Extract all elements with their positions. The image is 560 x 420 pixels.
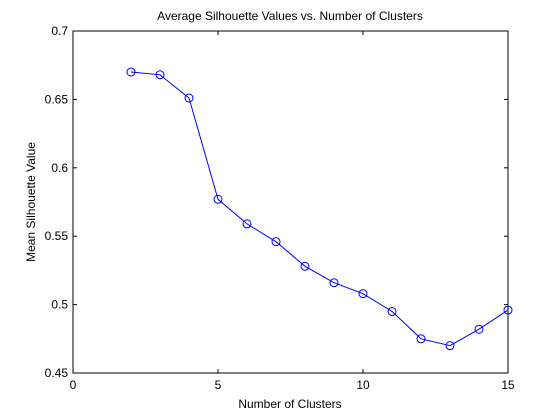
plot-area: [72, 30, 509, 374]
data-point-marker: [126, 67, 136, 77]
data-point-marker: [416, 334, 426, 344]
y-tick-label: 0.7: [51, 24, 68, 38]
data-point-marker: [445, 341, 455, 351]
data-point-marker: [300, 261, 310, 271]
y-tick-label: 0.6: [51, 161, 68, 175]
data-point-marker: [387, 306, 397, 316]
ticks: 0 5 10 15 0.45 0.5 0.55 0.6 0.65 0.7: [45, 24, 515, 392]
data-point-marker: [242, 219, 252, 229]
data-point-marker: [155, 70, 165, 80]
data-point-marker: [358, 289, 368, 299]
data-point-marker: [474, 324, 484, 334]
x-tick-label: 5: [215, 378, 222, 392]
chart-title: Average Silhouette Values vs. Number of …: [157, 9, 423, 23]
data-point-marker: [184, 93, 194, 103]
data-point-marker: [503, 305, 513, 315]
x-tick-label: 10: [356, 378, 370, 392]
y-tick-label: 0.5: [51, 298, 68, 312]
x-tick-label: 15: [501, 378, 515, 392]
x-tick-label: 0: [70, 378, 77, 392]
data-point-marker: [271, 237, 281, 247]
y-tick-label: 0.45: [45, 366, 69, 380]
series-layer: [126, 67, 513, 351]
data-point-marker: [213, 194, 223, 204]
data-point-marker: [329, 278, 339, 288]
y-tick-label: 0.65: [45, 92, 69, 106]
y-tick-label: 0.55: [45, 229, 69, 243]
x-axis-label: Number of Clusters: [238, 397, 341, 411]
series-line: [130, 71, 509, 347]
y-axis-label: Mean Silhouette Value: [24, 142, 38, 262]
